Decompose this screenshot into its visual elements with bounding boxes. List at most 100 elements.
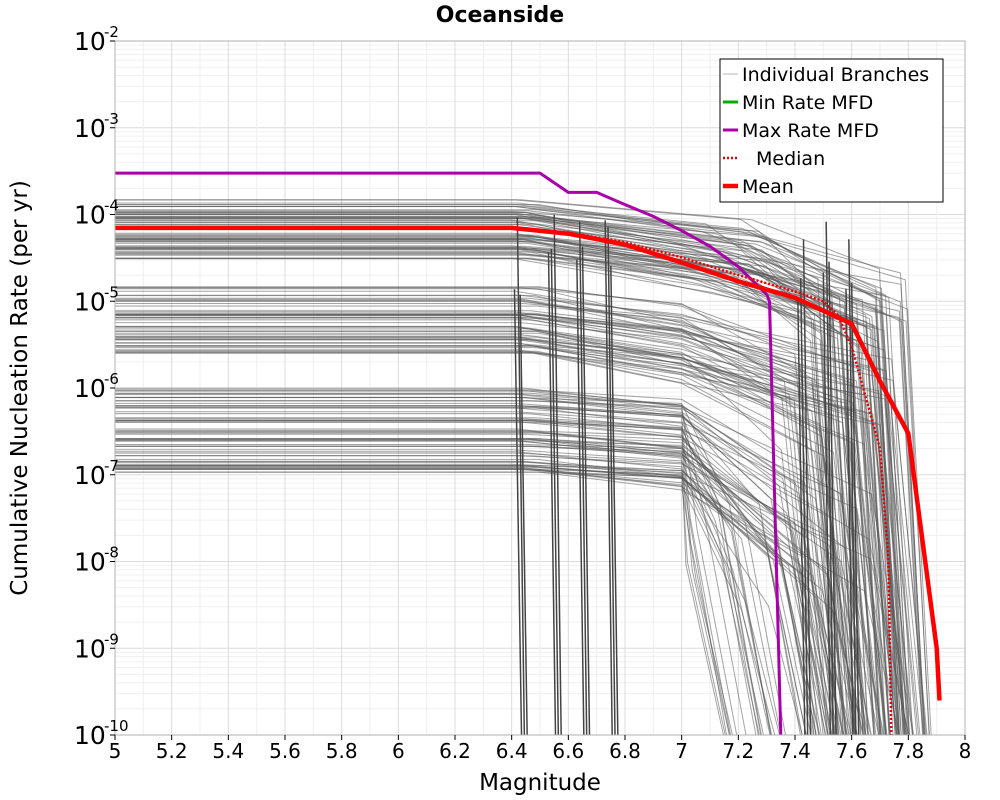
branch-line xyxy=(115,429,786,735)
branch-line xyxy=(115,221,906,735)
branch-line xyxy=(115,317,892,735)
x-tick-label: 5.2 xyxy=(156,739,188,763)
y-tick-exponent: -2 xyxy=(104,23,119,41)
branch-line xyxy=(115,239,924,735)
legend: Individual Branches Min Rate MFD Max Rate … xyxy=(719,58,944,203)
branch-line xyxy=(115,250,866,735)
branch-line xyxy=(115,199,854,735)
x-axis-label: Magnitude xyxy=(479,770,601,796)
y-tick-exponent: -8 xyxy=(104,544,119,562)
branch-drop-line xyxy=(607,226,616,735)
branch-line xyxy=(115,463,781,735)
branch-drop-line xyxy=(610,265,619,735)
branch-line xyxy=(115,300,887,735)
branch-drop-line xyxy=(799,278,809,735)
individual-branches xyxy=(115,199,932,735)
branch-line xyxy=(115,352,908,735)
branch-drop-line xyxy=(825,221,834,735)
branch-line xyxy=(115,312,925,735)
series-max-rate-mfd xyxy=(115,171,783,735)
branch-line xyxy=(115,347,914,735)
branch-line xyxy=(115,417,909,735)
legend-label: Max Rate MFD xyxy=(742,120,879,142)
y-tick-exponent: -5 xyxy=(104,283,119,301)
branch-line xyxy=(115,455,730,735)
y-tick-exponent: -7 xyxy=(104,457,119,475)
branch-line xyxy=(115,468,726,735)
branch-drop-line xyxy=(513,289,523,735)
branch-line xyxy=(115,351,867,735)
branch-line xyxy=(115,438,880,735)
branch-line xyxy=(115,242,902,735)
branch-line xyxy=(115,458,807,735)
x-tick-label: 7.6 xyxy=(836,739,868,763)
branch-drop-line xyxy=(576,259,585,735)
y-axis-label: Cumulative Nucleation Rate (per yr) xyxy=(7,180,33,596)
branch-line xyxy=(115,439,833,735)
x-tick-label: 7 xyxy=(675,739,688,763)
branch-line xyxy=(115,407,728,735)
x-tick-label: 5.8 xyxy=(326,739,358,763)
branch-line xyxy=(115,394,826,735)
branch-line xyxy=(115,350,856,735)
y-tick-label: 10 xyxy=(74,548,106,577)
branch-line xyxy=(115,345,877,735)
x-tick-label: 7.8 xyxy=(892,739,924,763)
branch-drop-line xyxy=(604,220,613,735)
branch-line xyxy=(115,342,888,735)
branch-line xyxy=(115,421,731,735)
branch-line xyxy=(115,303,820,735)
x-tick-label: 6.6 xyxy=(552,739,584,763)
x-tick-label: 6.8 xyxy=(609,739,641,763)
branch-line xyxy=(115,432,844,735)
branch-line xyxy=(115,297,907,735)
legend-label: Mean xyxy=(742,176,794,198)
x-tick-label: 6 xyxy=(392,739,405,763)
x-tick-label: 5.4 xyxy=(212,739,244,763)
branch-line xyxy=(115,420,833,735)
branch-line xyxy=(115,465,858,735)
x-tick-label: 5 xyxy=(109,739,122,763)
branch-drop-line xyxy=(797,297,806,735)
x-tick-label: 7.2 xyxy=(722,739,754,763)
series-lines xyxy=(115,171,942,735)
branch-drop-line xyxy=(828,261,837,735)
branch-line xyxy=(115,389,884,735)
y-tick-label: 10 xyxy=(74,114,106,143)
y-tick-exponent: -10 xyxy=(104,717,129,735)
branch-line xyxy=(115,405,885,735)
series-mean xyxy=(115,225,942,701)
y-tick-label: 10 xyxy=(74,287,106,316)
chart-title: Oceanside xyxy=(436,3,564,28)
y-tick-exponent: -4 xyxy=(104,197,119,215)
branch-line xyxy=(115,218,911,735)
branch-drop-line xyxy=(802,239,812,735)
branch-drop-line xyxy=(550,248,560,735)
y-tick-label: 10 xyxy=(74,27,106,56)
y-axis-ticks: 10-210-310-410-510-610-710-810-910-10 xyxy=(74,23,129,750)
y-tick-label: 10 xyxy=(74,461,106,490)
legend-label: Median xyxy=(756,148,825,170)
branch-line xyxy=(115,326,913,735)
x-tick-label: 6.2 xyxy=(439,739,471,763)
branch-line xyxy=(115,206,932,735)
x-tick-label: 5.6 xyxy=(269,739,301,763)
x-tick-label: 8 xyxy=(959,739,972,763)
legend-label: Individual Branches xyxy=(742,64,929,86)
y-tick-exponent: -3 xyxy=(104,110,119,128)
branch-drop-line xyxy=(519,294,528,735)
branch-line xyxy=(115,390,747,735)
legend-box xyxy=(719,58,944,203)
branch-drop-line xyxy=(845,288,854,735)
branch-drop-line xyxy=(578,221,588,735)
branch-line xyxy=(115,217,875,735)
branch-line xyxy=(115,349,887,735)
branch-drop-line xyxy=(822,272,832,735)
branch-line xyxy=(115,444,772,735)
y-tick-label: 10 xyxy=(74,374,106,403)
branch-line xyxy=(115,311,858,735)
branch-drop-line xyxy=(850,282,860,735)
branch-drop-line xyxy=(553,214,562,735)
branch-drop-line xyxy=(547,252,557,735)
